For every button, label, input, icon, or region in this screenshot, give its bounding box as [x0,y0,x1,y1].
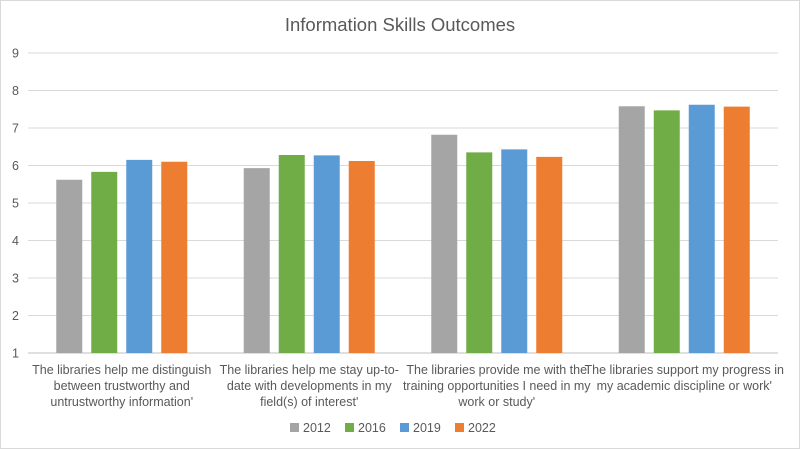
legend-swatch [290,423,299,432]
legend-label: 2019 [413,421,441,435]
bars [56,104,750,353]
y-tick-label: 1 [12,347,19,361]
bar [161,161,188,353]
y-tick-label: 9 [12,47,19,61]
bar [536,156,563,353]
legend-label: 2016 [358,421,386,435]
y-tick-label: 8 [12,84,19,98]
legend-label: 2022 [468,421,496,435]
x-category-label: The libraries help me distinguish [32,363,211,377]
bar [243,168,270,353]
bar [91,171,118,353]
y-tick-label: 3 [12,272,19,286]
legend-label: 2012 [303,421,331,435]
x-category-label: work or study' [457,395,535,409]
y-axis-ticks: 1 2 3 4 5 6 7 8 9 [12,47,19,361]
x-category-label: The libraries support my progress in [585,363,784,377]
legend-swatch [400,423,409,432]
x-category-label: between trustworthy and [54,379,190,393]
x-category-label: untrustworthy information' [50,395,193,409]
y-tick-label: 7 [12,122,19,136]
x-category-label: The libraries provide me with the [406,363,587,377]
bar [688,104,715,353]
bar [466,152,493,353]
bar [313,155,340,353]
x-category-label: date with developments in my [227,379,392,393]
x-category-label: field(s) of interest' [260,395,358,409]
bar [56,179,83,353]
bar [653,110,680,353]
x-category-label: The libraries help me stay up-to- [220,363,399,377]
x-category-label: training opportunities I need in my [403,379,591,393]
x-category-label: my academic discipline or work' [597,379,772,393]
bar [126,159,153,353]
x-axis-category-labels: The libraries help me distinguish between… [32,363,784,409]
bar [501,149,528,353]
bar [618,106,645,353]
legend: 2012 2016 2019 2022 [290,421,496,435]
bar [431,134,458,353]
gridlines [28,52,778,354]
y-tick-label: 2 [12,309,19,323]
bar [348,161,375,353]
legend-swatch [455,423,464,432]
y-tick-label: 6 [12,159,19,173]
bar [723,106,750,353]
legend-swatch [345,423,354,432]
y-tick-label: 5 [12,197,19,211]
bar [278,155,305,353]
chart-title: Information Skills Outcomes [285,14,515,35]
y-tick-label: 4 [12,234,19,248]
